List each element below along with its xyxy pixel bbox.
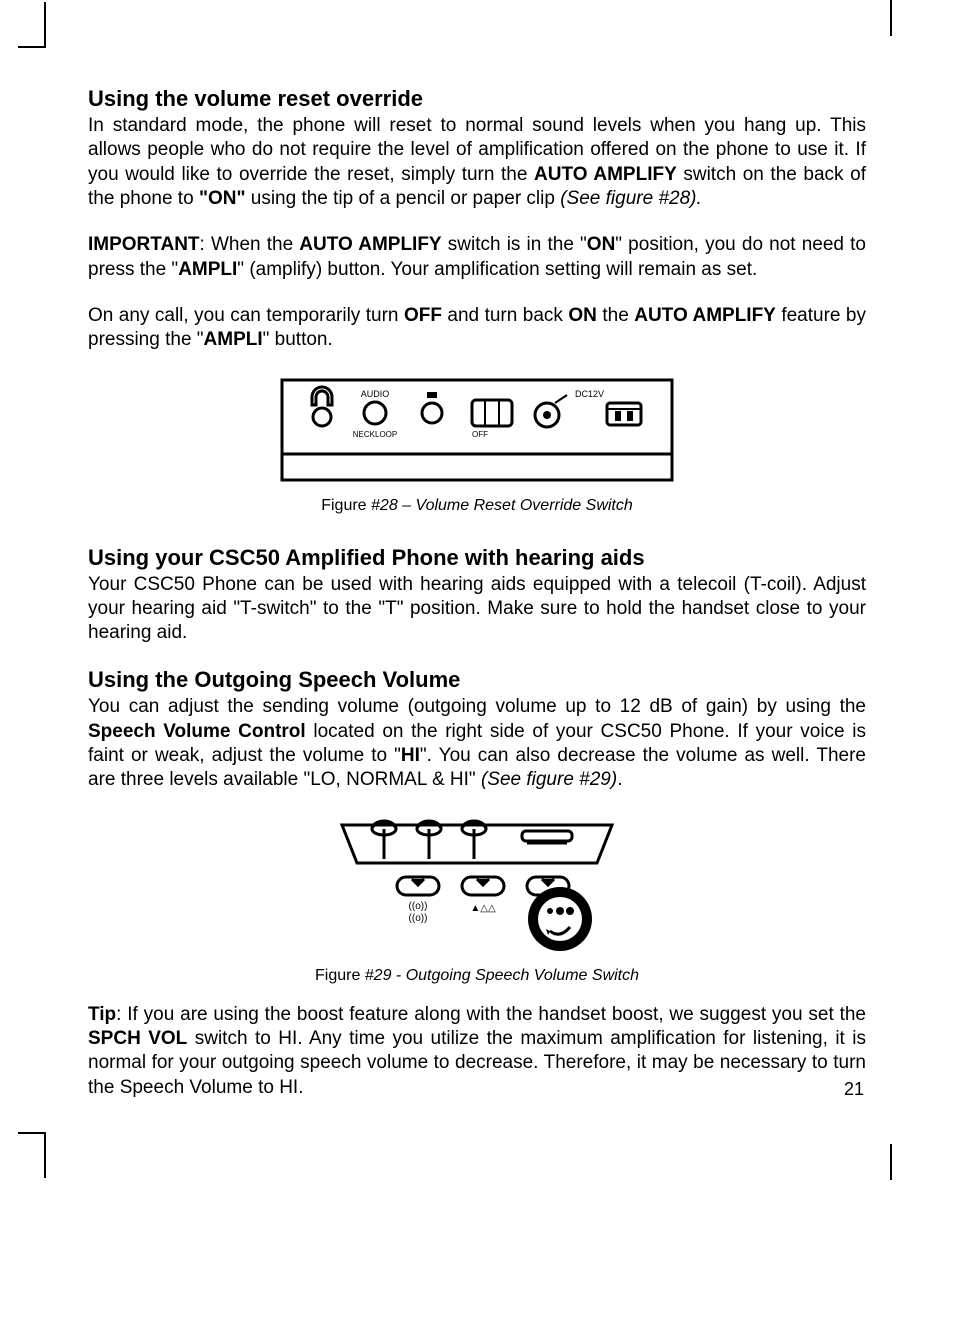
paragraph: Your CSC50 Phone can be used with hearin… (88, 573, 866, 646)
figure-29-caption: Figure #29 - Outgoing Speech Volume Swit… (88, 967, 866, 985)
body-text: and turn back (442, 305, 568, 326)
bold-text: AMPLI (204, 329, 263, 350)
page-number: 21 (844, 1079, 864, 1100)
bold-text: AUTO AMPLIFY (534, 164, 677, 185)
figure-28-diagram: AUDIO NECKLOOP OFF DC12V (277, 375, 677, 485)
bold-text: HI (401, 745, 420, 766)
svg-text:▲△△: ▲△△ (470, 903, 496, 914)
paragraph-tip: Tip: If you are using the boost feature … (88, 1003, 866, 1100)
body-text: switch to HI. Any time you utilize the m… (88, 1028, 866, 1098)
caption-text: Figure (315, 967, 365, 984)
svg-text:((o)): ((o)) (409, 913, 428, 924)
heading-hearing-aids: Using your CSC50 Amplified Phone with he… (88, 545, 866, 571)
italic-text: (See figure #28). (560, 188, 702, 209)
body-text: On any call, you can temporarily turn (88, 305, 404, 326)
crop-mark (890, 0, 892, 36)
svg-text:OFF: OFF (472, 430, 488, 439)
body-text: switch is in the " (442, 234, 587, 255)
bold-text: Speech Volume Control (88, 721, 306, 742)
manual-page: Using the volume reset override In stand… (0, 0, 954, 1180)
svg-text:NECKLOOP: NECKLOOP (353, 430, 397, 439)
body-text: " button. (263, 329, 333, 350)
paragraph: IMPORTANT: When the AUTO AMPLIFY switch … (88, 233, 866, 282)
italic-text: (See figure #29) (481, 769, 617, 790)
bold-text: ON (587, 234, 616, 255)
caption-text: #28 – Volume Reset Override Switch (371, 497, 633, 514)
bold-text: ON (568, 305, 597, 326)
body-text: You can adjust the sending volume (outgo… (88, 696, 866, 717)
body-text: " (amplify) button. Your amplification s… (237, 259, 757, 280)
bold-text: AUTO AMPLIFY (299, 234, 441, 255)
bold-text: AMPLI (178, 259, 237, 280)
bold-text: OFF (404, 305, 442, 326)
bold-text: "ON" (199, 188, 246, 209)
crop-mark (18, 46, 46, 48)
body-text: the (597, 305, 634, 326)
body-text: : If you are using the boost feature alo… (116, 1004, 866, 1025)
heading-outgoing-speech: Using the Outgoing Speech Volume (88, 667, 866, 693)
body-text: using the tip of a pencil or paper clip (245, 188, 560, 209)
paragraph: In standard mode, the phone will reset t… (88, 114, 866, 211)
svg-text:((o)): ((o)) (409, 901, 428, 912)
svg-text:DC12V: DC12V (575, 389, 604, 399)
body-text: . (617, 769, 622, 790)
heading-volume-reset: Using the volume reset override (88, 86, 866, 112)
svg-text:AUDIO: AUDIO (361, 389, 390, 399)
paragraph: You can adjust the sending volume (outgo… (88, 695, 866, 792)
caption-text: Figure (321, 497, 371, 514)
bold-text: IMPORTANT (88, 234, 200, 255)
caption-text: #29 - Outgoing Speech Volume Switch (365, 967, 639, 984)
body-text: : When the (200, 234, 300, 255)
figure-29: ((o)) ((o)) ▲△△ Figure #29 - Outgoing Sp… (88, 815, 866, 985)
bold-text: AUTO AMPLIFY (634, 305, 776, 326)
paragraph: On any call, you can temporarily turn OF… (88, 304, 866, 353)
bold-text: Tip (88, 1004, 116, 1025)
bold-text: SPCH VOL (88, 1028, 187, 1049)
crop-mark (890, 1144, 892, 1180)
figure-28-caption: Figure #28 – Volume Reset Override Switc… (88, 497, 866, 515)
figure-28: AUDIO NECKLOOP OFF DC12V Figure #28 – Vo… (88, 375, 866, 515)
figure-29-diagram: ((o)) ((o)) ▲△△ (332, 815, 622, 955)
crop-mark (18, 1132, 46, 1134)
